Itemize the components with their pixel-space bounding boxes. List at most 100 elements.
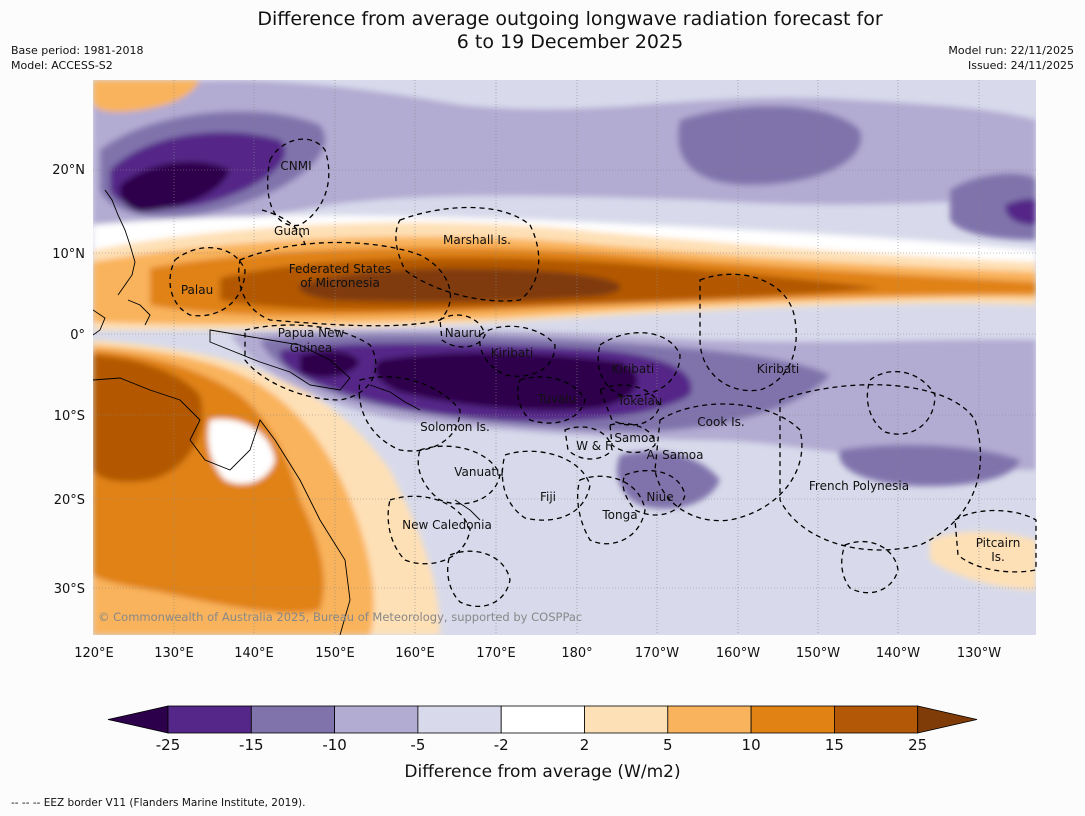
nw-orange: [93, 80, 200, 112]
lat-tick: 20°N: [52, 163, 85, 178]
region-labels: CNMI Guam Marshall Is. Federated States …: [181, 159, 1020, 564]
colorbar-tick-label: -25: [156, 736, 181, 754]
eez-newcal: [387, 495, 471, 565]
eez-kiribati-east: [699, 273, 797, 392]
eez-tokelau: [599, 384, 661, 426]
legend-title: Difference from average (W/m2): [404, 762, 681, 782]
eez-nauru: [439, 314, 486, 348]
lat-tick: 30°S: [54, 582, 85, 597]
label-cnmi: CNMI: [280, 159, 311, 173]
lat-tick: 20°S: [54, 493, 85, 508]
label-samoa: Samoa: [614, 431, 655, 445]
eez-niue: [622, 469, 686, 516]
north-purple-min: [119, 161, 230, 212]
north-orange-max: [298, 268, 621, 303]
eez-palau: [169, 247, 246, 317]
colorbar-tick-label: -5: [410, 736, 425, 754]
fp-purple: [839, 444, 1020, 487]
lat-tick: 10°S: [54, 409, 85, 424]
label-newcal: New Caledonia: [402, 518, 492, 532]
colorbar-bin: [500, 705, 585, 734]
colorbar-tick-label: 25: [908, 736, 927, 754]
meta-left: Base period: 1981-2018 Model: ACCESS-S2: [11, 43, 143, 73]
lon-tick: 150°E: [315, 646, 355, 661]
label-png-2: Guinea: [290, 341, 333, 355]
label-guam: Guam: [274, 224, 310, 238]
label-solomon: Solomon Is.: [420, 420, 490, 434]
eez-footnote: -- -- -- EEZ border V11 (Flanders Marine…: [11, 797, 306, 809]
colorbar-bin: [750, 705, 835, 734]
solomon-coast: [369, 384, 421, 411]
south-purple-min: [300, 350, 638, 411]
new-guinea-coast: [209, 329, 351, 391]
eez-tuvalu: [517, 376, 586, 424]
map-title: Difference from average outgoing longwav…: [0, 8, 1085, 54]
lon-tick: 150°W: [796, 646, 840, 661]
base-period: Base period: 1981-2018: [11, 44, 144, 57]
eez-samoa: [609, 422, 656, 454]
eez-solomon: [358, 376, 461, 452]
colorbar-tick-label: 15: [825, 736, 844, 754]
eez-tonga: [577, 475, 646, 545]
aus-orange-deep: [93, 355, 203, 482]
coastlines: [93, 189, 481, 635]
niue-purple: [616, 451, 720, 509]
lon-tick: 130°W: [957, 646, 1001, 661]
label-pitcairn-2: Is.: [991, 550, 1005, 564]
east-purple: [950, 173, 1036, 240]
eez-wf: [564, 426, 613, 460]
label-fsm-2: of Micronesia: [300, 276, 380, 290]
title-line-1: Difference from average outgoing longwav…: [257, 8, 883, 30]
label-png-1: Papua New: [278, 326, 345, 340]
colorbar-tick-label: -15: [239, 736, 264, 754]
eez-fp-north: [866, 370, 936, 435]
lon-tick: 160°W: [716, 646, 760, 661]
colorbar-tick-label: 2: [580, 736, 590, 754]
eez-borders: [169, 138, 1037, 607]
lon-tick: 170°E: [476, 646, 516, 661]
east-purple-core: [1005, 198, 1036, 225]
label-fp: French Polynesia: [809, 479, 909, 493]
pitcairn-orange: [930, 531, 1036, 590]
colorbar-tick-label: 5: [663, 736, 673, 754]
eez-guam: [261, 209, 306, 246]
lon-tick: 160°E: [395, 646, 435, 661]
colorbar-bin: [834, 705, 919, 734]
eez-png: [244, 324, 377, 401]
label-fiji: Fiji: [540, 490, 556, 504]
label-kiribati-central: Kiribati: [612, 362, 654, 376]
copyright: © Commonwealth of Australia 2025, Bureau…: [98, 610, 582, 624]
label-asamoa: A. Samoa: [647, 448, 704, 462]
eez-kiribati-west: [479, 325, 556, 377]
label-palau: Palau: [181, 283, 213, 297]
label-fsm-1: Federated States: [289, 262, 391, 276]
colorbar: -25 -15 -10 -5 -2 2 5 10 15 25: [107, 705, 978, 754]
eez-marshall: [395, 206, 540, 302]
anomaly-field: [93, 80, 1036, 635]
colorbar-tick-label: -2: [494, 736, 509, 754]
label-wf: W & F: [576, 439, 612, 453]
issued-date: Issued: 24/11/2025: [967, 59, 1074, 72]
label-kiribati-west: Kiribati: [491, 346, 533, 360]
eez-norfolk: [447, 550, 511, 607]
colorbar-bin: [417, 705, 502, 734]
lon-tick: 140°E: [234, 646, 274, 661]
graticule: [93, 80, 1036, 635]
colorbar-bin: [167, 705, 252, 734]
label-tuvalu: Tuvalu: [537, 392, 577, 406]
label-tonga: Tonga: [601, 508, 637, 522]
colorbar-tick-label: -10: [322, 736, 347, 754]
label-kiribati-east: Kiribati: [757, 362, 799, 376]
borneo-coast: [93, 309, 106, 336]
eez-vanuatu: [417, 445, 501, 505]
lon-tick: 120°E: [74, 646, 114, 661]
eez-pitcairn: [954, 509, 1037, 573]
colorbar-tick-label: 10: [742, 736, 761, 754]
philippines-coast: [104, 189, 151, 326]
label-nauru: Nauru: [445, 326, 481, 340]
australia-coast: [93, 377, 351, 635]
label-tokelau: Tokelau: [617, 394, 663, 408]
colorbar-bin: [250, 705, 336, 734]
eez-fiji: [501, 450, 591, 521]
eez-kermadec: [841, 540, 899, 594]
